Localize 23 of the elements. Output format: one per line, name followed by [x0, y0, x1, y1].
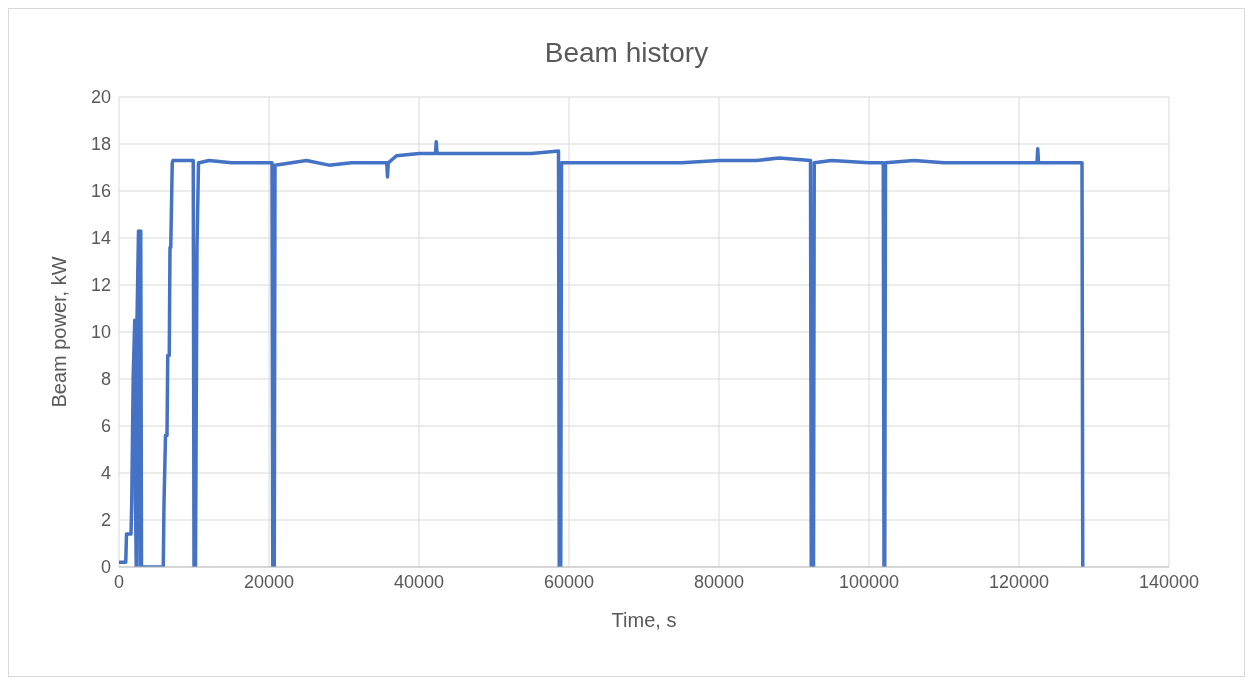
x-tick-label: 20000: [243, 571, 295, 592]
chart-title: Beam history: [543, 36, 710, 70]
y-tick-label: 14: [90, 228, 111, 249]
x-tick-label: 0: [113, 571, 125, 592]
x-axis-title: Time, s: [611, 609, 677, 631]
y-tick-label: 4: [100, 463, 111, 484]
x-tick-label: 40000: [393, 571, 445, 592]
y-tick-label: 20: [90, 87, 111, 108]
x-tick-label: 140000: [1138, 571, 1200, 592]
y-tick-label: 6: [100, 416, 111, 437]
y-axis-title: Beam power, kW: [48, 256, 71, 408]
x-tick-label: 100000: [838, 571, 900, 592]
x-tick-label: 120000: [988, 571, 1050, 592]
x-tick-label: 60000: [543, 571, 595, 592]
y-tick-label: 12: [90, 275, 111, 296]
y-tick-label: 16: [90, 181, 111, 202]
y-tick-label: 0: [100, 557, 111, 578]
x-tick-label: 80000: [693, 571, 745, 592]
y-tick-label: 8: [100, 369, 111, 390]
line-series: [119, 139, 1085, 567]
y-tick-label: 2: [100, 510, 111, 531]
y-tick-label: 18: [90, 134, 111, 155]
y-tick-label: 10: [90, 322, 111, 343]
